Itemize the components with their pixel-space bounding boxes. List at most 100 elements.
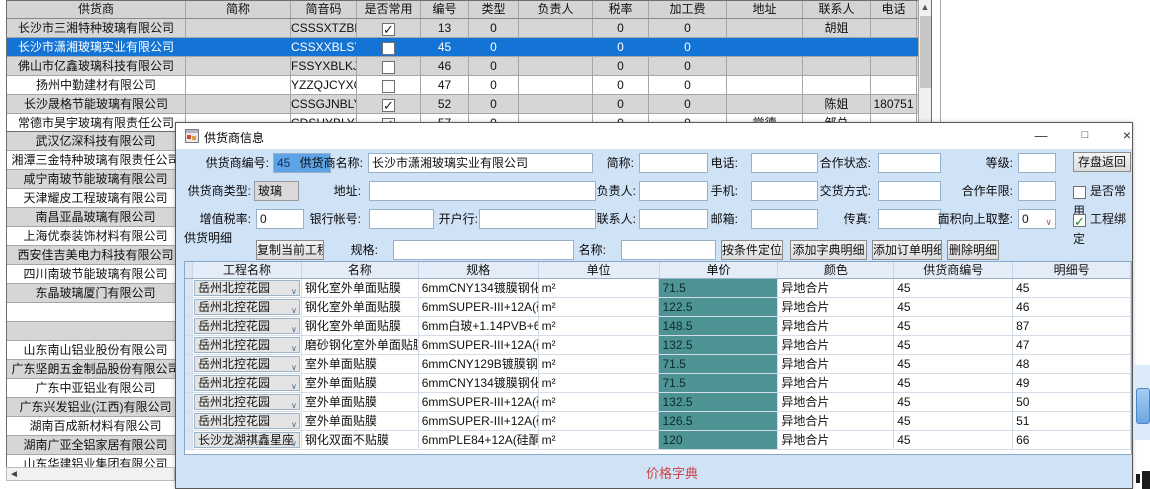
- detail-color-cell[interactable]: 异地合片: [778, 374, 895, 393]
- detail-row[interactable]: 岳州北控花园 ∨ 钢化室外单面贴膜 6mmCNY134镀膜钢化 m² 71.5 异…: [185, 279, 1131, 298]
- list-item[interactable]: 东晶玻璃厦门有限公司: [7, 284, 185, 303]
- detail-row[interactable]: 岳州北控花园∨ 钢化室外单面贴膜 6mmSUPER-III+12A(硅... m…: [185, 298, 1131, 317]
- detail-supplier-id-cell[interactable]: 45: [894, 279, 1014, 298]
- project-combobox[interactable]: 岳州北控花园 ∨: [193, 394, 300, 410]
- grid-header-supplier-id[interactable]: 供货商编号: [894, 262, 1014, 278]
- list-item[interactable]: 山东南山铝业股份有限公司: [7, 341, 185, 360]
- detail-color-cell[interactable]: 异地合片: [778, 298, 895, 317]
- detail-unit-cell[interactable]: m²: [538, 355, 660, 374]
- detail-spec-cell[interactable]: 6mmCNY134镀膜钢化: [418, 279, 539, 298]
- detail-id-cell[interactable]: 50: [1013, 393, 1131, 412]
- detail-supplier-id-cell[interactable]: 45: [894, 412, 1014, 431]
- chevron-down-icon[interactable]: ∨: [291, 325, 297, 334]
- detail-color-cell[interactable]: 异地合片: [778, 279, 895, 298]
- detail-price-cell[interactable]: 132.5: [659, 336, 779, 355]
- detail-spec-cell[interactable]: 6mmCNY134镀膜钢化: [418, 374, 539, 393]
- detail-unit-cell[interactable]: m²: [538, 298, 660, 317]
- detail-row[interactable]: 岳州北控花园 ∨ 室外单面贴膜 6mmCNY129B镀膜钢化 m² 71.5 异地…: [185, 355, 1131, 374]
- detail-color-cell[interactable]: 异地合片: [778, 431, 895, 450]
- detail-price-cell[interactable]: 148.5: [659, 317, 779, 336]
- detail-price-cell[interactable]: 120: [659, 431, 779, 450]
- detail-name-cell[interactable]: 钢化室外单面贴膜: [301, 317, 419, 336]
- list-item[interactable]: 西安佳吉美电力科技有限公司: [7, 246, 185, 265]
- project-combobox[interactable]: 岳州北控花园 ∨: [193, 356, 300, 372]
- minimize-button[interactable]: —: [1034, 128, 1048, 143]
- list-item[interactable]: 湘潭三金特种玻璃有限责任公司: [7, 151, 185, 170]
- detail-unit-cell[interactable]: m²: [538, 412, 660, 431]
- detail-row[interactable]: 岳州北控花园∨ 室外单面贴膜 6mmSUPER-III+12A(硅... m² …: [185, 412, 1131, 431]
- address-field[interactable]: [369, 181, 596, 201]
- vat-field[interactable]: 0: [256, 209, 304, 229]
- list-item[interactable]: 南昌亚晶玻璃有限公司: [7, 208, 185, 227]
- background-window-button[interactable]: [1136, 388, 1150, 424]
- bank-account-field[interactable]: [369, 209, 434, 229]
- column-header-address[interactable]: 地址: [727, 1, 803, 18]
- common-checkbox[interactable]: [382, 61, 395, 75]
- table-row[interactable]: 长沙晟格节能玻璃有限公司 CSSGJNBLYXGS 52 0 0 0 陈姐 18…: [7, 95, 931, 114]
- email-field[interactable]: [751, 209, 818, 229]
- common-checkbox[interactable]: [382, 80, 395, 94]
- detail-id-cell[interactable]: 66: [1013, 431, 1131, 450]
- chevron-down-icon[interactable]: ∨: [291, 363, 297, 372]
- fax-field[interactable]: [878, 209, 941, 229]
- detail-name-cell[interactable]: 室外单面贴膜: [301, 374, 419, 393]
- detail-supplier-id-cell[interactable]: 45: [894, 317, 1014, 336]
- spec-filter-input[interactable]: [393, 240, 574, 260]
- detail-supplier-id-cell[interactable]: 45: [894, 431, 1014, 450]
- grade-field[interactable]: [1018, 153, 1056, 173]
- detail-unit-cell[interactable]: m²: [538, 336, 660, 355]
- phone-field[interactable]: [751, 153, 818, 173]
- add-dictionary-detail-button[interactable]: 添加字典明细: [790, 240, 867, 260]
- chevron-down-icon[interactable]: ∨: [291, 287, 297, 296]
- grid-header-spec[interactable]: 规格: [419, 262, 539, 278]
- detail-id-cell[interactable]: 47: [1013, 336, 1131, 355]
- common-checkbox[interactable]: [382, 42, 395, 56]
- detail-id-cell[interactable]: 45: [1013, 279, 1131, 298]
- scroll-up-icon[interactable]: ▲: [920, 2, 930, 12]
- column-header-supplier[interactable]: 供货商: [7, 1, 186, 18]
- detail-supplier-id-cell[interactable]: 45: [894, 355, 1014, 374]
- detail-name-cell[interactable]: 钢化双面不贴膜: [301, 431, 419, 450]
- detail-id-cell[interactable]: 48: [1013, 355, 1131, 374]
- locate-by-condition-button[interactable]: 按条件定位: [721, 240, 783, 260]
- detail-id-cell[interactable]: 51: [1013, 412, 1131, 431]
- detail-row[interactable]: 岳州北控花园∨ 钢化室外单面贴膜 6mm白玻+1.14PVB+6mm... m²…: [185, 317, 1131, 336]
- column-header-id[interactable]: 编号: [421, 1, 469, 18]
- common-use-checkbox[interactable]: [1073, 186, 1086, 200]
- detail-name-cell[interactable]: 室外单面贴膜: [301, 355, 419, 374]
- delete-detail-button[interactable]: 删除明细: [947, 240, 999, 260]
- detail-price-cell[interactable]: 71.5: [659, 374, 779, 393]
- detail-color-cell[interactable]: 异地合片: [778, 317, 895, 336]
- project-combobox[interactable]: 岳州北控花园 ∨: [193, 413, 300, 429]
- grid-header-name[interactable]: 名称: [302, 262, 419, 278]
- table-row[interactable]: 扬州中勤建材有限公司 YZZQJCYXGS 47 0 0 0: [7, 76, 931, 95]
- detail-price-cell[interactable]: 71.5: [659, 355, 779, 374]
- delivery-field[interactable]: [878, 181, 941, 201]
- grid-header-unit[interactable]: 单位: [539, 262, 660, 278]
- abbr-field[interactable]: [639, 153, 708, 173]
- column-header-type[interactable]: 类型: [469, 1, 519, 18]
- supplier-name-field[interactable]: 长沙市潇湘玻璃实业有限公司: [368, 153, 593, 173]
- project-bind-checkbox[interactable]: [1073, 212, 1086, 232]
- save-return-button[interactable]: 存盘返回: [1073, 152, 1131, 172]
- detail-name-cell[interactable]: 室外单面贴膜: [301, 412, 419, 431]
- detail-id-cell[interactable]: 46: [1013, 298, 1131, 317]
- list-item[interactable]: 天津耀皮工程玻璃有限公司: [7, 189, 185, 208]
- detail-unit-cell[interactable]: m²: [538, 393, 660, 412]
- table-row[interactable]: 佛山市亿鑫玻璃科技有限公司 FSSYXBLKJ... 46 0 0 0: [7, 57, 931, 76]
- detail-name-cell[interactable]: 磨砂钢化室外单面贴膜: [301, 336, 419, 355]
- detail-spec-cell[interactable]: 6mmSUPER-III+12A(硅...: [418, 336, 539, 355]
- detail-unit-cell[interactable]: m²: [538, 431, 660, 450]
- bank-field[interactable]: [479, 209, 596, 229]
- list-item[interactable]: [7, 322, 185, 341]
- horizontal-scrollbar[interactable]: ◄: [6, 467, 175, 481]
- detail-spec-cell[interactable]: 6mmPLE84+12A(硅酮胶...: [418, 431, 539, 450]
- detail-supplier-id-cell[interactable]: 45: [894, 374, 1014, 393]
- detail-color-cell[interactable]: 异地合片: [778, 393, 895, 412]
- project-combobox[interactable]: 岳州北控花园 ∨: [193, 299, 300, 315]
- close-button[interactable]: ×: [1122, 127, 1132, 143]
- detail-row[interactable]: 岳州北控花园∨ 磨砂钢化室外单面贴膜 6mmSUPER-III+12A(硅...…: [185, 336, 1131, 355]
- list-item[interactable]: [7, 303, 185, 322]
- chevron-down-icon[interactable]: ∨: [291, 420, 297, 429]
- detail-color-cell[interactable]: 异地合片: [778, 355, 895, 374]
